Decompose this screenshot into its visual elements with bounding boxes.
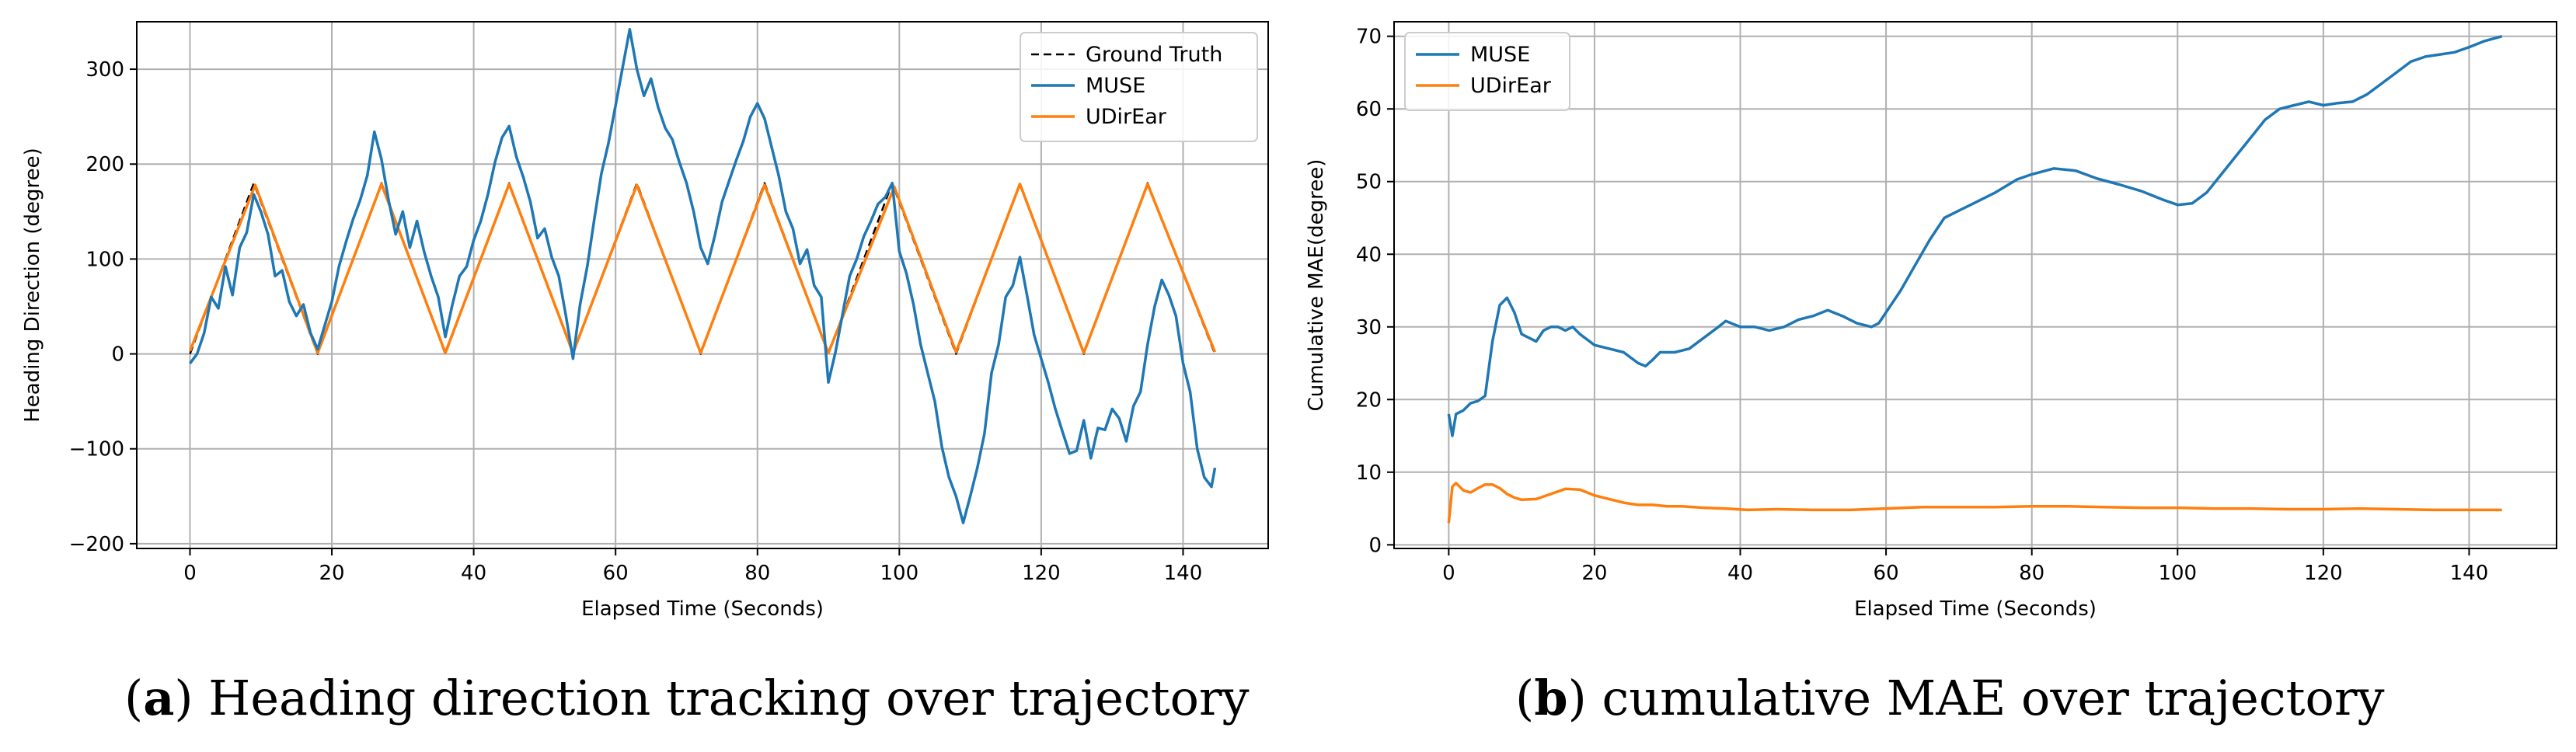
y-tick-label: 60: [1356, 98, 1382, 121]
x-tick-label: 140: [1164, 562, 1203, 585]
caption-b: (b) cumulative MAE over trajectory: [1515, 670, 2384, 726]
x-tick-label: 100: [880, 562, 919, 585]
y-tick-label: 40: [1356, 243, 1382, 266]
panel-a-series: [188, 28, 1217, 524]
caption-b-text: cumulative MAE over trajectory: [1602, 670, 2384, 726]
x-tick-label: 60: [603, 562, 629, 585]
x-tick-label: 40: [461, 562, 486, 585]
y-tick-label: 20: [1356, 388, 1382, 412]
x-tick-label: 120: [2304, 562, 2343, 585]
legend-label-udirear: UDirEar: [1086, 105, 1167, 129]
x-tick-label: 20: [319, 562, 344, 585]
legend-label-muse: MUSE: [1470, 43, 1530, 67]
y-tick-label: 300: [85, 58, 124, 82]
legend-label-ground-truth: Ground Truth: [1086, 43, 1222, 67]
y-tick-label: −200: [69, 533, 124, 556]
caption-a-letter: a: [143, 670, 174, 726]
legend-box: [1020, 32, 1258, 142]
panel-a-x-axis-label: Elapsed Time (Seconds): [581, 597, 824, 621]
legend-label-muse: MUSE: [1086, 74, 1145, 98]
panel-a-heading-direction: 0 20 40 60 80 100 120 140 −200 −100 0 100 200 300 Ela…: [21, 21, 1269, 621]
panel-b-legend: MUSE UDirEar: [1404, 32, 1570, 111]
panel-b-axes-frame: [1393, 21, 2557, 549]
caption-b-letter: b: [1534, 670, 1567, 726]
y-tick-label: 30: [1356, 316, 1382, 339]
panel-a-y-axis-label: Heading Direction (degree): [21, 148, 44, 423]
panel-b-cumulative-mae: 0 20 40 60 80 100 120 140 0 10 20 30 40 50 60 70 Elapse…: [1305, 21, 2557, 621]
panel-b-y-axis-label: Cumulative MAE(degree): [1305, 159, 1328, 412]
y-tick-label: 10: [1356, 461, 1382, 485]
y-tick-label: 0: [1368, 534, 1382, 557]
x-tick-label: 100: [2158, 562, 2197, 585]
y-tick-label: 50: [1356, 171, 1382, 194]
panel-b-series: [1447, 35, 2503, 524]
panel-b-x-axis-label: Elapsed Time (Seconds): [1854, 597, 2097, 621]
caption-a-text: Heading direction tracking over trajecto…: [208, 670, 1249, 726]
x-tick-label: 20: [1581, 562, 1607, 585]
y-tick-label: 70: [1356, 26, 1382, 49]
x-tick-label: 0: [1442, 562, 1455, 585]
series-line-muse: [1447, 35, 2503, 437]
series-line-udirear: [1447, 482, 2502, 524]
x-tick-label: 80: [744, 562, 770, 585]
x-tick-label: 120: [1022, 562, 1061, 585]
x-tick-label: 60: [1874, 562, 1899, 585]
panel-b-grid: [1394, 22, 2557, 548]
y-tick-label: 0: [111, 343, 124, 367]
series-line-udirear: [188, 183, 1217, 355]
y-tick-label: 200: [85, 153, 124, 176]
panel-a-ticks: 0 20 40 60 80 100 120 140 −200 −100 0 100 200 300: [69, 58, 1203, 585]
x-tick-label: 140: [2450, 562, 2489, 585]
panel-b-ticks: 0 20 40 60 80 100 120 140 0 10 20 30 40 50 60 70: [1356, 26, 2488, 585]
series-line-ground-truth: [189, 182, 1216, 355]
legend-label-udirear: UDirEar: [1470, 74, 1552, 98]
y-tick-label: 100: [85, 248, 124, 271]
x-tick-label: 0: [183, 562, 197, 585]
panel-a-legend: Ground Truth MUSE UDirEar: [1020, 32, 1258, 142]
panel-a-axes-frame: [136, 21, 1269, 549]
legend-box: [1404, 32, 1570, 111]
y-tick-label: −100: [69, 438, 124, 461]
x-tick-label: 80: [2019, 562, 2044, 585]
caption-a: (a) Heading direction tracking over traj…: [124, 670, 1250, 726]
x-tick-label: 40: [1727, 562, 1753, 585]
series-line-muse: [189, 28, 1217, 524]
